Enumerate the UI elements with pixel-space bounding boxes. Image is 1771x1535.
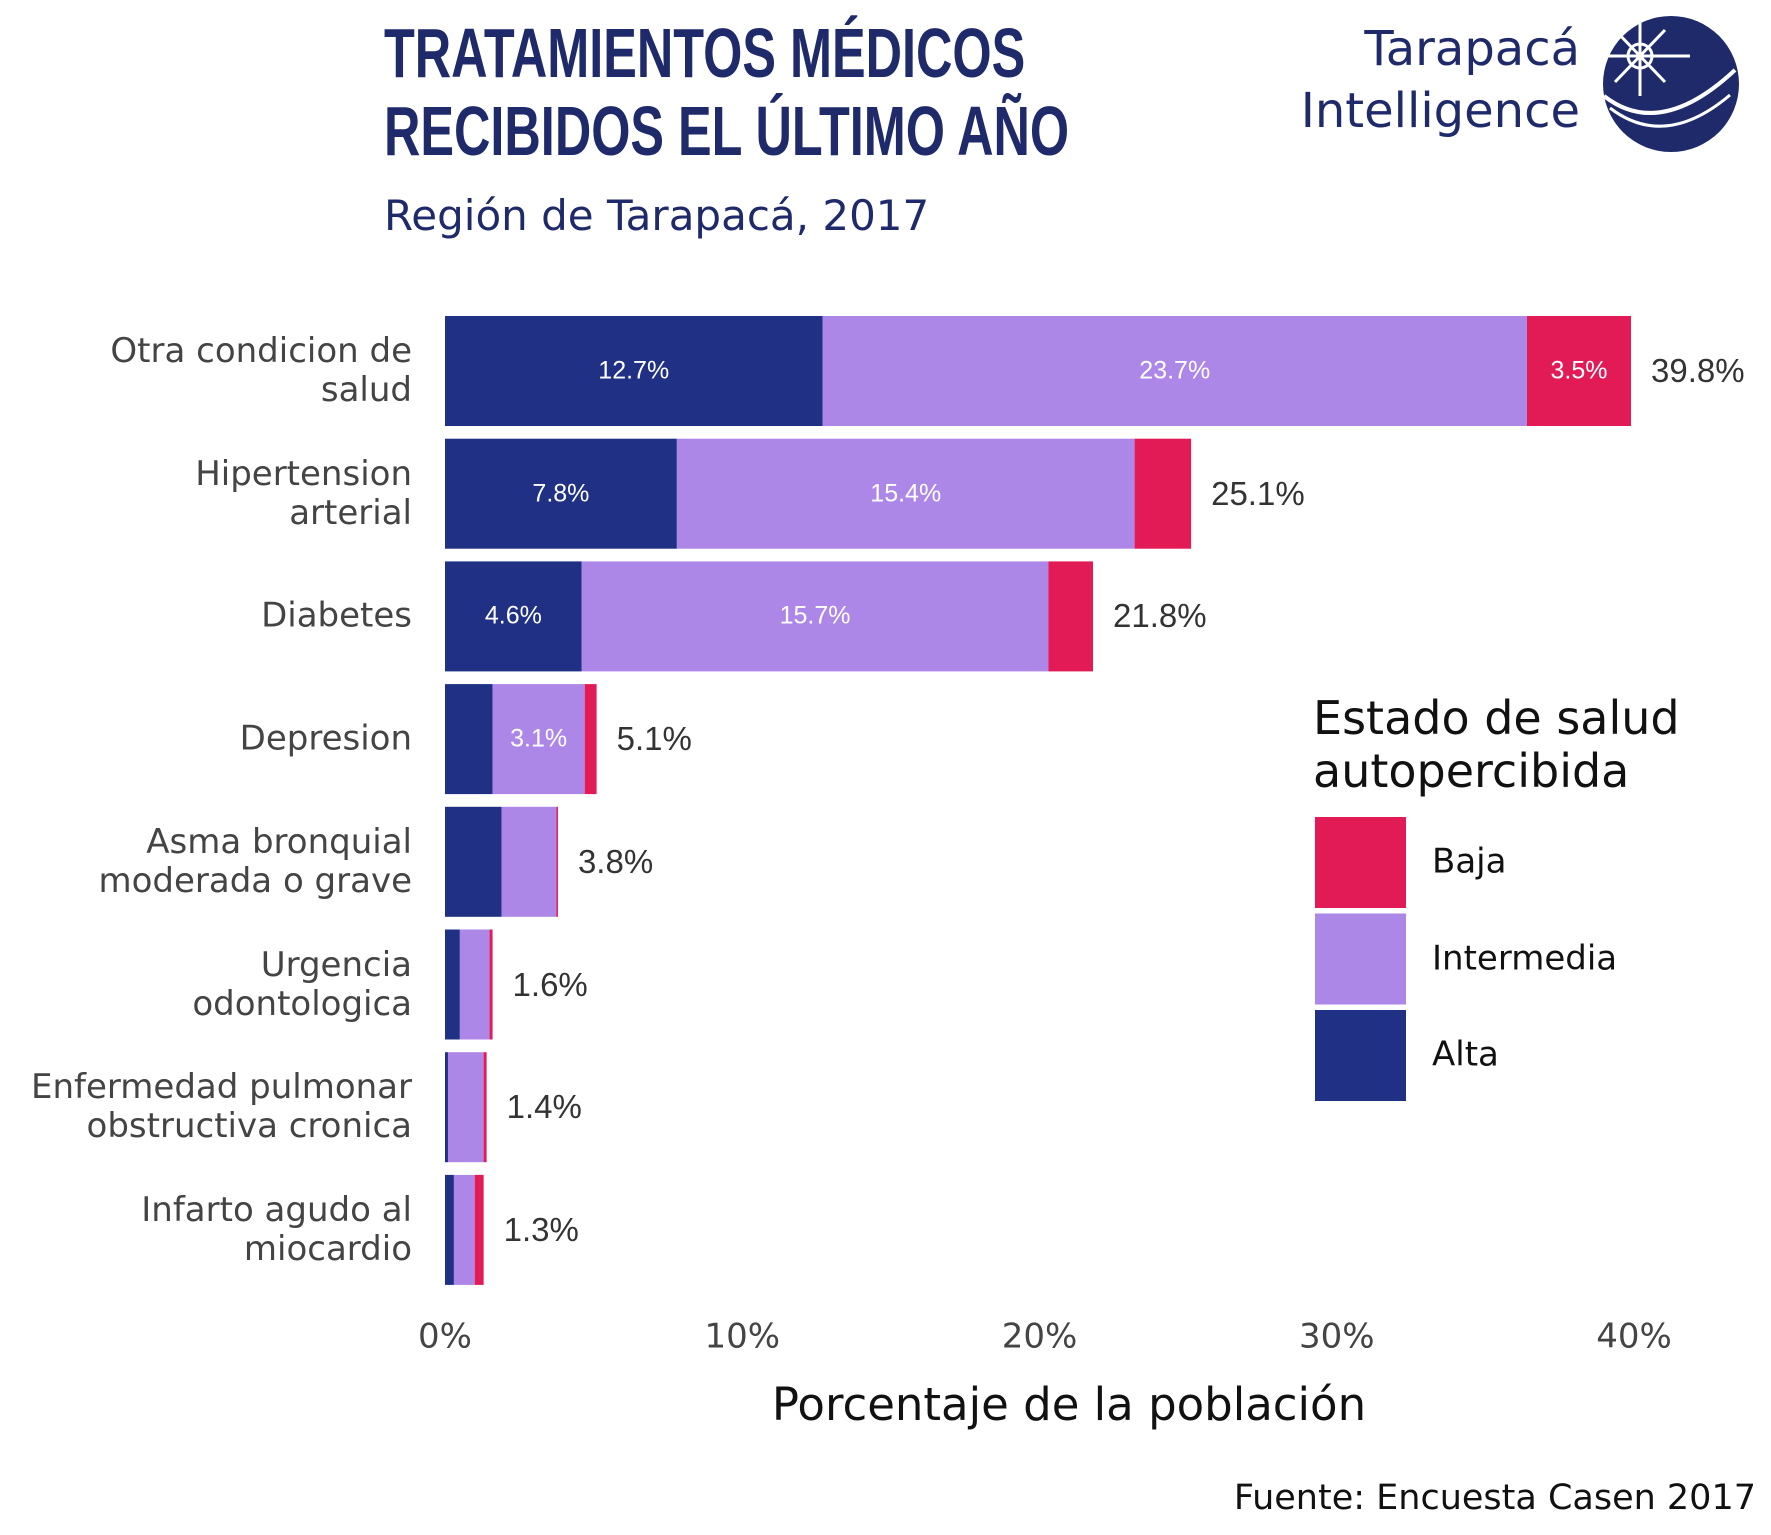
total-label: 1.4% xyxy=(506,1088,582,1126)
legend-swatch xyxy=(1315,817,1406,908)
x-tick-label: 10% xyxy=(704,1316,781,1357)
data-label: 3.1% xyxy=(510,724,568,753)
y-tick-label: Diabetes xyxy=(261,595,412,636)
legend-label: Intermedia xyxy=(1432,937,1618,978)
bar-segment xyxy=(1134,438,1192,549)
legend-label: Alta xyxy=(1432,1034,1499,1075)
total-label: 1.3% xyxy=(503,1210,579,1248)
logo-text: Tarapacá xyxy=(1364,21,1580,77)
bar-segment xyxy=(445,1174,454,1285)
bar-segment xyxy=(584,684,597,795)
data-label: 7.8% xyxy=(532,479,590,508)
y-tick-label: Hipertension arterial xyxy=(195,453,412,533)
y-tick-label: Enfermedad pulmonar obstructiva cronica xyxy=(30,1067,412,1147)
logo-text: Intelligence xyxy=(1300,83,1580,139)
bar-segment xyxy=(501,806,557,917)
chart-subtitle: Región de Tarapacá, 2017 xyxy=(384,191,930,240)
bar-segment xyxy=(459,929,490,1040)
x-axis-title: Porcentaje de la población xyxy=(771,1378,1367,1432)
total-label: 1.6% xyxy=(512,965,588,1003)
legend-swatch xyxy=(1315,1010,1406,1101)
data-label: 4.6% xyxy=(484,602,542,631)
y-tick-label: Urgencia odontologica xyxy=(192,944,412,1024)
bar-segment xyxy=(489,929,493,1040)
data-label: 12.7% xyxy=(598,356,670,385)
total-label: 3.8% xyxy=(577,842,654,880)
x-tick-label: 20% xyxy=(1001,1316,1078,1357)
x-tick-label: 0% xyxy=(418,1316,472,1357)
x-tick-label: 30% xyxy=(1298,1316,1375,1357)
bar-segment xyxy=(822,316,1527,426)
chart-title: TRATAMIENTOS MÉDICOS RECIBIDOS EL ÚLTIMO… xyxy=(384,14,1070,171)
total-label: 25.1% xyxy=(1211,474,1305,512)
data-label: 15.7% xyxy=(779,602,851,631)
bar-segment xyxy=(483,1052,487,1163)
bar-segment xyxy=(447,1052,484,1163)
bar-segment xyxy=(581,561,1049,672)
bar-segment xyxy=(445,561,582,672)
logo-icon xyxy=(1602,16,1739,152)
y-tick-label: Infarto agudo al miocardio xyxy=(141,1189,412,1269)
total-label: 39.8% xyxy=(1651,352,1745,390)
bar-segment xyxy=(474,1174,484,1285)
bar-segment xyxy=(445,929,460,1040)
bar-segment xyxy=(445,684,493,795)
bar-segment xyxy=(445,806,502,917)
bar-segment xyxy=(453,1174,475,1285)
source-note: Fuente: Encuesta Casen 2017 xyxy=(1233,1477,1756,1518)
legend-swatch xyxy=(1315,913,1406,1005)
y-tick-label: Depresion xyxy=(239,718,412,759)
bar-segment xyxy=(1048,561,1094,672)
bar-segment xyxy=(445,438,677,549)
y-tick-label: Otra condicion de salud xyxy=(110,330,412,410)
bar-segment xyxy=(556,806,558,917)
data-label: 3.5% xyxy=(1550,356,1608,385)
bar-segment xyxy=(1526,316,1632,426)
data-label: 15.4% xyxy=(870,479,942,508)
bar-segment xyxy=(445,316,823,426)
bar-segment xyxy=(445,1052,448,1163)
y-tick-label: Asma bronquial moderada o grave xyxy=(98,821,412,901)
x-tick-label: 40% xyxy=(1596,1316,1672,1357)
legend-label: Baja xyxy=(1432,841,1507,882)
total-label: 5.1% xyxy=(616,720,692,758)
bar-segment xyxy=(492,684,585,795)
bar-segment xyxy=(676,438,1135,549)
legend-title: Estado de salud autopercibida xyxy=(1313,691,1680,798)
data-label: 23.7% xyxy=(1139,356,1211,385)
total-label: 21.8% xyxy=(1113,597,1207,635)
